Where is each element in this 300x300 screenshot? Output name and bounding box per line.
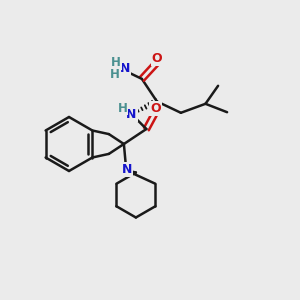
Text: H: H: [111, 56, 121, 69]
Text: O: O: [152, 52, 162, 65]
Text: H: H: [110, 68, 120, 82]
Text: N: N: [126, 107, 136, 121]
Text: H: H: [117, 101, 127, 115]
Text: O: O: [150, 102, 161, 115]
Text: N: N: [120, 62, 130, 76]
Text: N: N: [122, 163, 132, 176]
